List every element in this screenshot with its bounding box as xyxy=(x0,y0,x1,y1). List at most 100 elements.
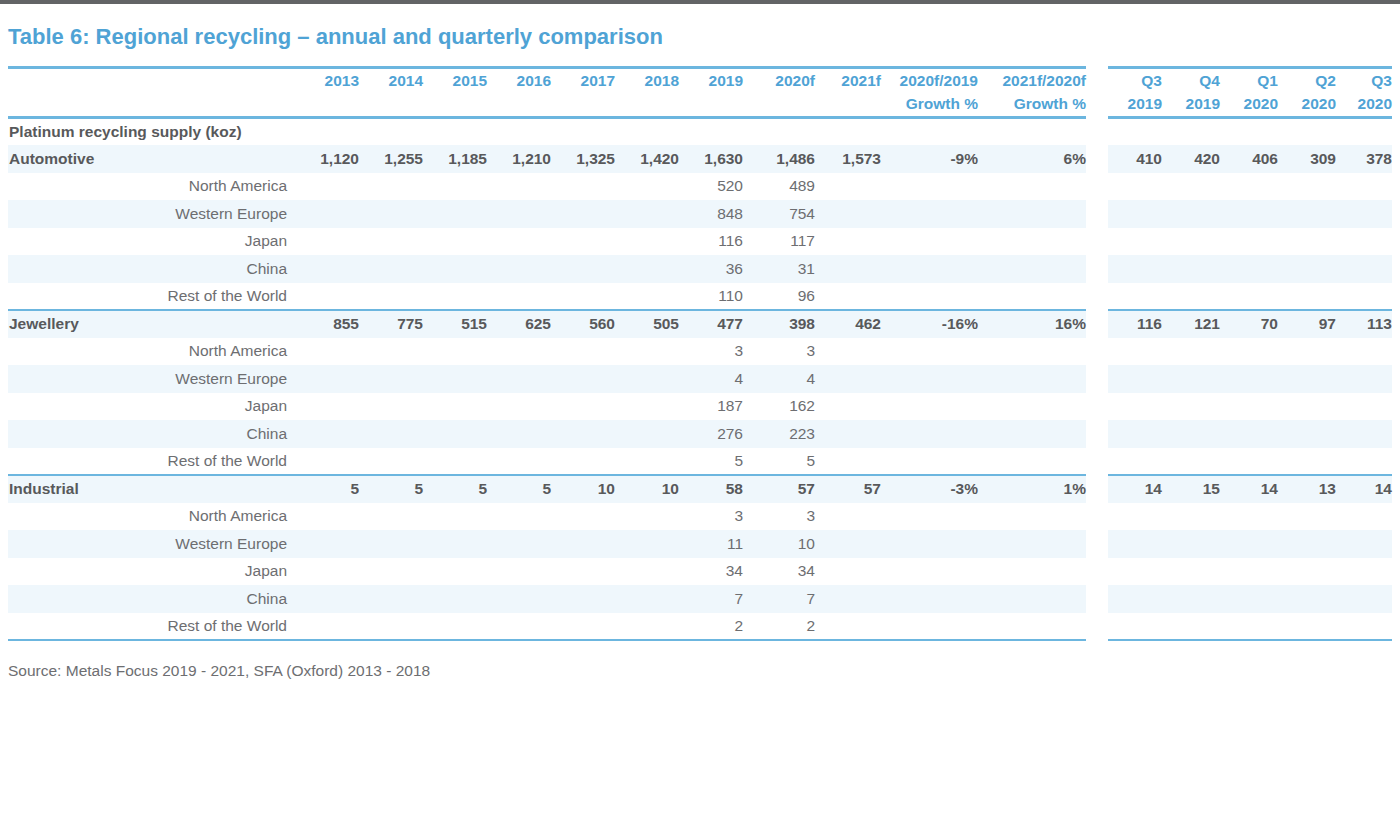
column-header-quarter: Q3 xyxy=(1336,68,1392,93)
growth-value: 1% xyxy=(978,475,1086,503)
quarter-value xyxy=(1108,365,1162,393)
quarter-value xyxy=(1220,338,1278,366)
annual-value xyxy=(423,503,487,531)
annual-value xyxy=(615,365,679,393)
quarter-value xyxy=(1162,338,1220,366)
report-page: Table 6: Regional recycling – annual and… xyxy=(0,0,1400,680)
quarter-value xyxy=(1336,558,1392,586)
annual-value xyxy=(423,420,487,448)
annual-value: 754 xyxy=(743,200,815,228)
table-title: Table 6: Regional recycling – annual and… xyxy=(8,24,1400,50)
annual-value xyxy=(359,173,423,201)
quarter-value xyxy=(1336,200,1392,228)
table-row: China3631 xyxy=(8,255,1086,283)
quarter-value xyxy=(1278,420,1336,448)
annual-value xyxy=(551,365,615,393)
growth-value xyxy=(881,200,978,228)
annual-value xyxy=(295,448,359,476)
quarter-value xyxy=(1278,365,1336,393)
table-row: North America33 xyxy=(8,503,1086,531)
quarter-value xyxy=(1336,530,1392,558)
annual-value xyxy=(815,558,881,586)
annual-value xyxy=(615,530,679,558)
annual-value xyxy=(815,173,881,201)
annual-value: 1,630 xyxy=(679,145,743,173)
annual-value: 11 xyxy=(679,530,743,558)
quarter-value xyxy=(1278,448,1336,476)
column-header-blank xyxy=(743,93,815,118)
annual-value xyxy=(295,255,359,283)
column-header-blank xyxy=(359,93,423,118)
annual-value xyxy=(487,255,551,283)
quarter-value: 406 xyxy=(1220,145,1278,173)
header-row: Q3Q4Q1Q2Q3 xyxy=(1108,68,1392,93)
quarter-value xyxy=(1162,613,1220,641)
quarter-value xyxy=(1162,503,1220,531)
header-row: 20192019202020202020 xyxy=(1108,93,1392,118)
quarter-value xyxy=(1108,503,1162,531)
annual-value xyxy=(359,393,423,421)
quarter-value xyxy=(1108,393,1162,421)
annual-value: 1,573 xyxy=(815,145,881,173)
top-rule xyxy=(0,0,1400,4)
section-label: Platinum recycling supply (koz) xyxy=(8,118,1086,146)
annual-value: 1,210 xyxy=(487,145,551,173)
annual-value: 10 xyxy=(551,475,615,503)
quarter-value xyxy=(1220,448,1278,476)
annual-value xyxy=(359,503,423,531)
table-row xyxy=(1108,503,1392,531)
region-label: Western Europe xyxy=(8,530,295,558)
quarter-value xyxy=(1162,365,1220,393)
quarter-value: 116 xyxy=(1108,310,1162,338)
annual-value: 1,185 xyxy=(423,145,487,173)
annual-value: 58 xyxy=(679,475,743,503)
column-header-growth: 2021f/2020f xyxy=(978,68,1086,93)
region-label: Japan xyxy=(8,393,295,421)
table-row: Western Europe1110 xyxy=(8,530,1086,558)
quarter-value xyxy=(1162,173,1220,201)
table-row xyxy=(1108,118,1392,146)
annual-value: 117 xyxy=(743,228,815,256)
annual-value xyxy=(615,200,679,228)
growth-value xyxy=(881,255,978,283)
annual-value xyxy=(487,503,551,531)
quarter-value xyxy=(1220,365,1278,393)
quarter-value xyxy=(1278,585,1336,613)
annual-value xyxy=(615,393,679,421)
table-row xyxy=(1108,558,1392,586)
annual-value xyxy=(295,558,359,586)
column-header-year: 2021f xyxy=(815,68,881,93)
annual-value xyxy=(815,200,881,228)
growth-value xyxy=(881,393,978,421)
column-header-blank xyxy=(8,68,295,93)
annual-value xyxy=(295,228,359,256)
quarter-value xyxy=(1108,613,1162,641)
quarter-value xyxy=(1336,283,1392,311)
growth-value xyxy=(978,613,1086,641)
quarterly-table: Q3Q4Q1Q2Q3201920192020202020204104204063… xyxy=(1108,66,1392,641)
annual-value xyxy=(487,420,551,448)
quarter-value xyxy=(1336,338,1392,366)
table-row: North America520489 xyxy=(8,173,1086,201)
growth-value xyxy=(881,228,978,256)
quarter-value xyxy=(1162,585,1220,613)
growth-value xyxy=(978,503,1086,531)
quarter-value xyxy=(1162,255,1220,283)
annual-value xyxy=(423,585,487,613)
annual-value xyxy=(295,393,359,421)
table-row: Automotive1,1201,2551,1851,2101,3251,420… xyxy=(8,145,1086,173)
annual-value xyxy=(487,613,551,641)
quarter-value xyxy=(1278,338,1336,366)
annual-value: 1,120 xyxy=(295,145,359,173)
table-row xyxy=(1108,420,1392,448)
region-label: Japan xyxy=(8,228,295,256)
quarter-value xyxy=(1278,228,1336,256)
group-label: Jewellery xyxy=(8,310,295,338)
quarter-value xyxy=(1162,228,1220,256)
growth-value xyxy=(978,200,1086,228)
growth-value: -16% xyxy=(881,310,978,338)
quarter-value: 378 xyxy=(1336,145,1392,173)
source-note: Source: Metals Focus 2019 - 2021, SFA (O… xyxy=(8,662,1400,680)
table-row xyxy=(1108,530,1392,558)
annual-value xyxy=(423,200,487,228)
